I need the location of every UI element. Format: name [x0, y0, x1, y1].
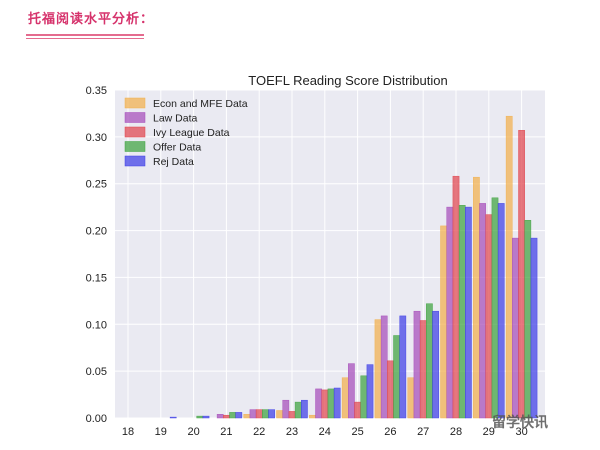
legend-label: Law Data: [153, 113, 198, 125]
x-tick-label: 22: [253, 426, 265, 438]
bar-ivy-league-data: [485, 214, 493, 419]
section-header: 托福阅读水平分析：: [26, 8, 155, 39]
bar-ivy-league-data: [518, 130, 525, 419]
x-tick-label: 26: [384, 426, 396, 438]
y-tick-label: 0.25: [86, 179, 107, 191]
y-tick-labels: 0.00 0.05 0.10 0.15 0.20 0.25 0.30 0.35: [86, 85, 107, 425]
bar-rej-data: [432, 310, 439, 419]
x-tick-label: 20: [187, 426, 199, 438]
bar-econ-and-mfe-data: [243, 414, 251, 419]
y-tick-label: 0.30: [86, 132, 107, 144]
bar-law-data: [216, 414, 224, 419]
legend-label: Rej Data: [153, 156, 194, 168]
bar-law-data: [446, 206, 454, 419]
bar-offer-data: [262, 409, 269, 419]
bar-econ-and-mfe-data: [440, 225, 447, 419]
bar-ivy-league-data: [321, 389, 329, 419]
bar-offer-data: [294, 401, 302, 419]
legend-label: Offer Data: [153, 142, 201, 154]
x-tick-label: 27: [417, 426, 429, 438]
bar-law-data: [413, 310, 421, 419]
bar-ivy-league-data: [288, 411, 296, 419]
bar-rej-data: [465, 206, 472, 419]
bar-rej-data: [497, 203, 505, 419]
y-tick-label: 0.20: [86, 226, 107, 238]
bar-econ-and-mfe-data: [276, 410, 283, 419]
x-tick-label: 23: [286, 426, 298, 438]
bar-offer-data: [196, 415, 204, 419]
bar-rej-data: [202, 415, 210, 419]
bar-law-data: [348, 363, 355, 419]
x-tick-label: 25: [351, 426, 363, 438]
chart-title: TOEFL Reading Score Distribution: [248, 73, 447, 88]
bar-rej-data: [301, 399, 308, 419]
bar-ivy-league-data: [452, 175, 460, 419]
bar-rej-data: [169, 416, 177, 419]
bar-ivy-league-data: [223, 414, 230, 419]
bar-econ-and-mfe-data: [374, 319, 382, 419]
bars: [169, 115, 538, 419]
x-tick-label: 21: [220, 426, 232, 438]
bar-econ-and-mfe-data: [341, 377, 349, 419]
bar-offer-data: [426, 303, 433, 419]
x-tick-label: 28: [450, 426, 462, 438]
bar-rej-data: [333, 387, 341, 419]
section-title: 托福阅读水平分析：: [28, 12, 155, 27]
legend-swatch: [124, 97, 146, 109]
bar-offer-data: [360, 375, 368, 419]
bar-ivy-league-data: [387, 360, 394, 419]
bar-law-data: [479, 203, 486, 419]
bar-law-data: [282, 399, 290, 419]
bar-econ-and-mfe-data: [407, 377, 415, 419]
bar-law-data: [380, 315, 388, 419]
bar-ivy-league-data: [255, 409, 263, 419]
legend-label: Econ and MFE Data: [153, 98, 248, 110]
x-tick-label: 18: [122, 426, 134, 438]
y-tick-label: 0.35: [86, 85, 107, 97]
bar-offer-data: [491, 197, 499, 419]
x-tick-label: 30: [515, 426, 527, 438]
title-underline-secondary: [26, 38, 144, 39]
legend-label: Ivy League Data: [153, 127, 230, 139]
legend-swatch: [124, 126, 146, 138]
bar-econ-and-mfe-data: [505, 115, 513, 419]
bar-rej-data: [399, 315, 407, 419]
bar-offer-data: [327, 388, 335, 419]
x-tick-label: 19: [155, 426, 167, 438]
y-tick-label: 0.15: [86, 272, 107, 284]
legend-swatch: [124, 155, 146, 167]
bar-law-data: [249, 409, 257, 419]
bar-econ-and-mfe-data: [309, 414, 316, 419]
legend: Econ and MFE Data Law Data Ivy League Data…: [124, 97, 248, 168]
bar-offer-data: [524, 220, 532, 419]
bar-offer-data: [393, 335, 400, 419]
bar-law-data: [315, 388, 322, 419]
legend-swatch: [124, 112, 146, 123]
bar-econ-and-mfe-data: [473, 176, 480, 419]
title-underline: [26, 34, 144, 36]
y-tick-label: 0.10: [86, 319, 107, 331]
bar-ivy-league-data: [419, 320, 427, 419]
bar-ivy-league-data: [354, 401, 361, 419]
bar-rej-data: [235, 412, 243, 419]
y-tick-label: 0.05: [86, 366, 107, 378]
bar-rej-data: [268, 409, 275, 419]
bar-law-data: [512, 237, 519, 419]
bar-rej-data: [530, 237, 538, 419]
bar-offer-data: [458, 205, 466, 419]
bar-rej-data: [366, 364, 374, 419]
x-tick-label: 24: [319, 426, 331, 438]
x-tick-label: 29: [483, 426, 495, 438]
watermark-text: 留学快讯: [492, 415, 548, 431]
y-tick-label: 0.00: [86, 413, 107, 425]
legend-swatch: [124, 141, 146, 152]
x-tick-labels: 18 19 20 21 22 23 24 25 26 27 28 29 30: [122, 426, 528, 438]
bar-offer-data: [229, 412, 236, 419]
